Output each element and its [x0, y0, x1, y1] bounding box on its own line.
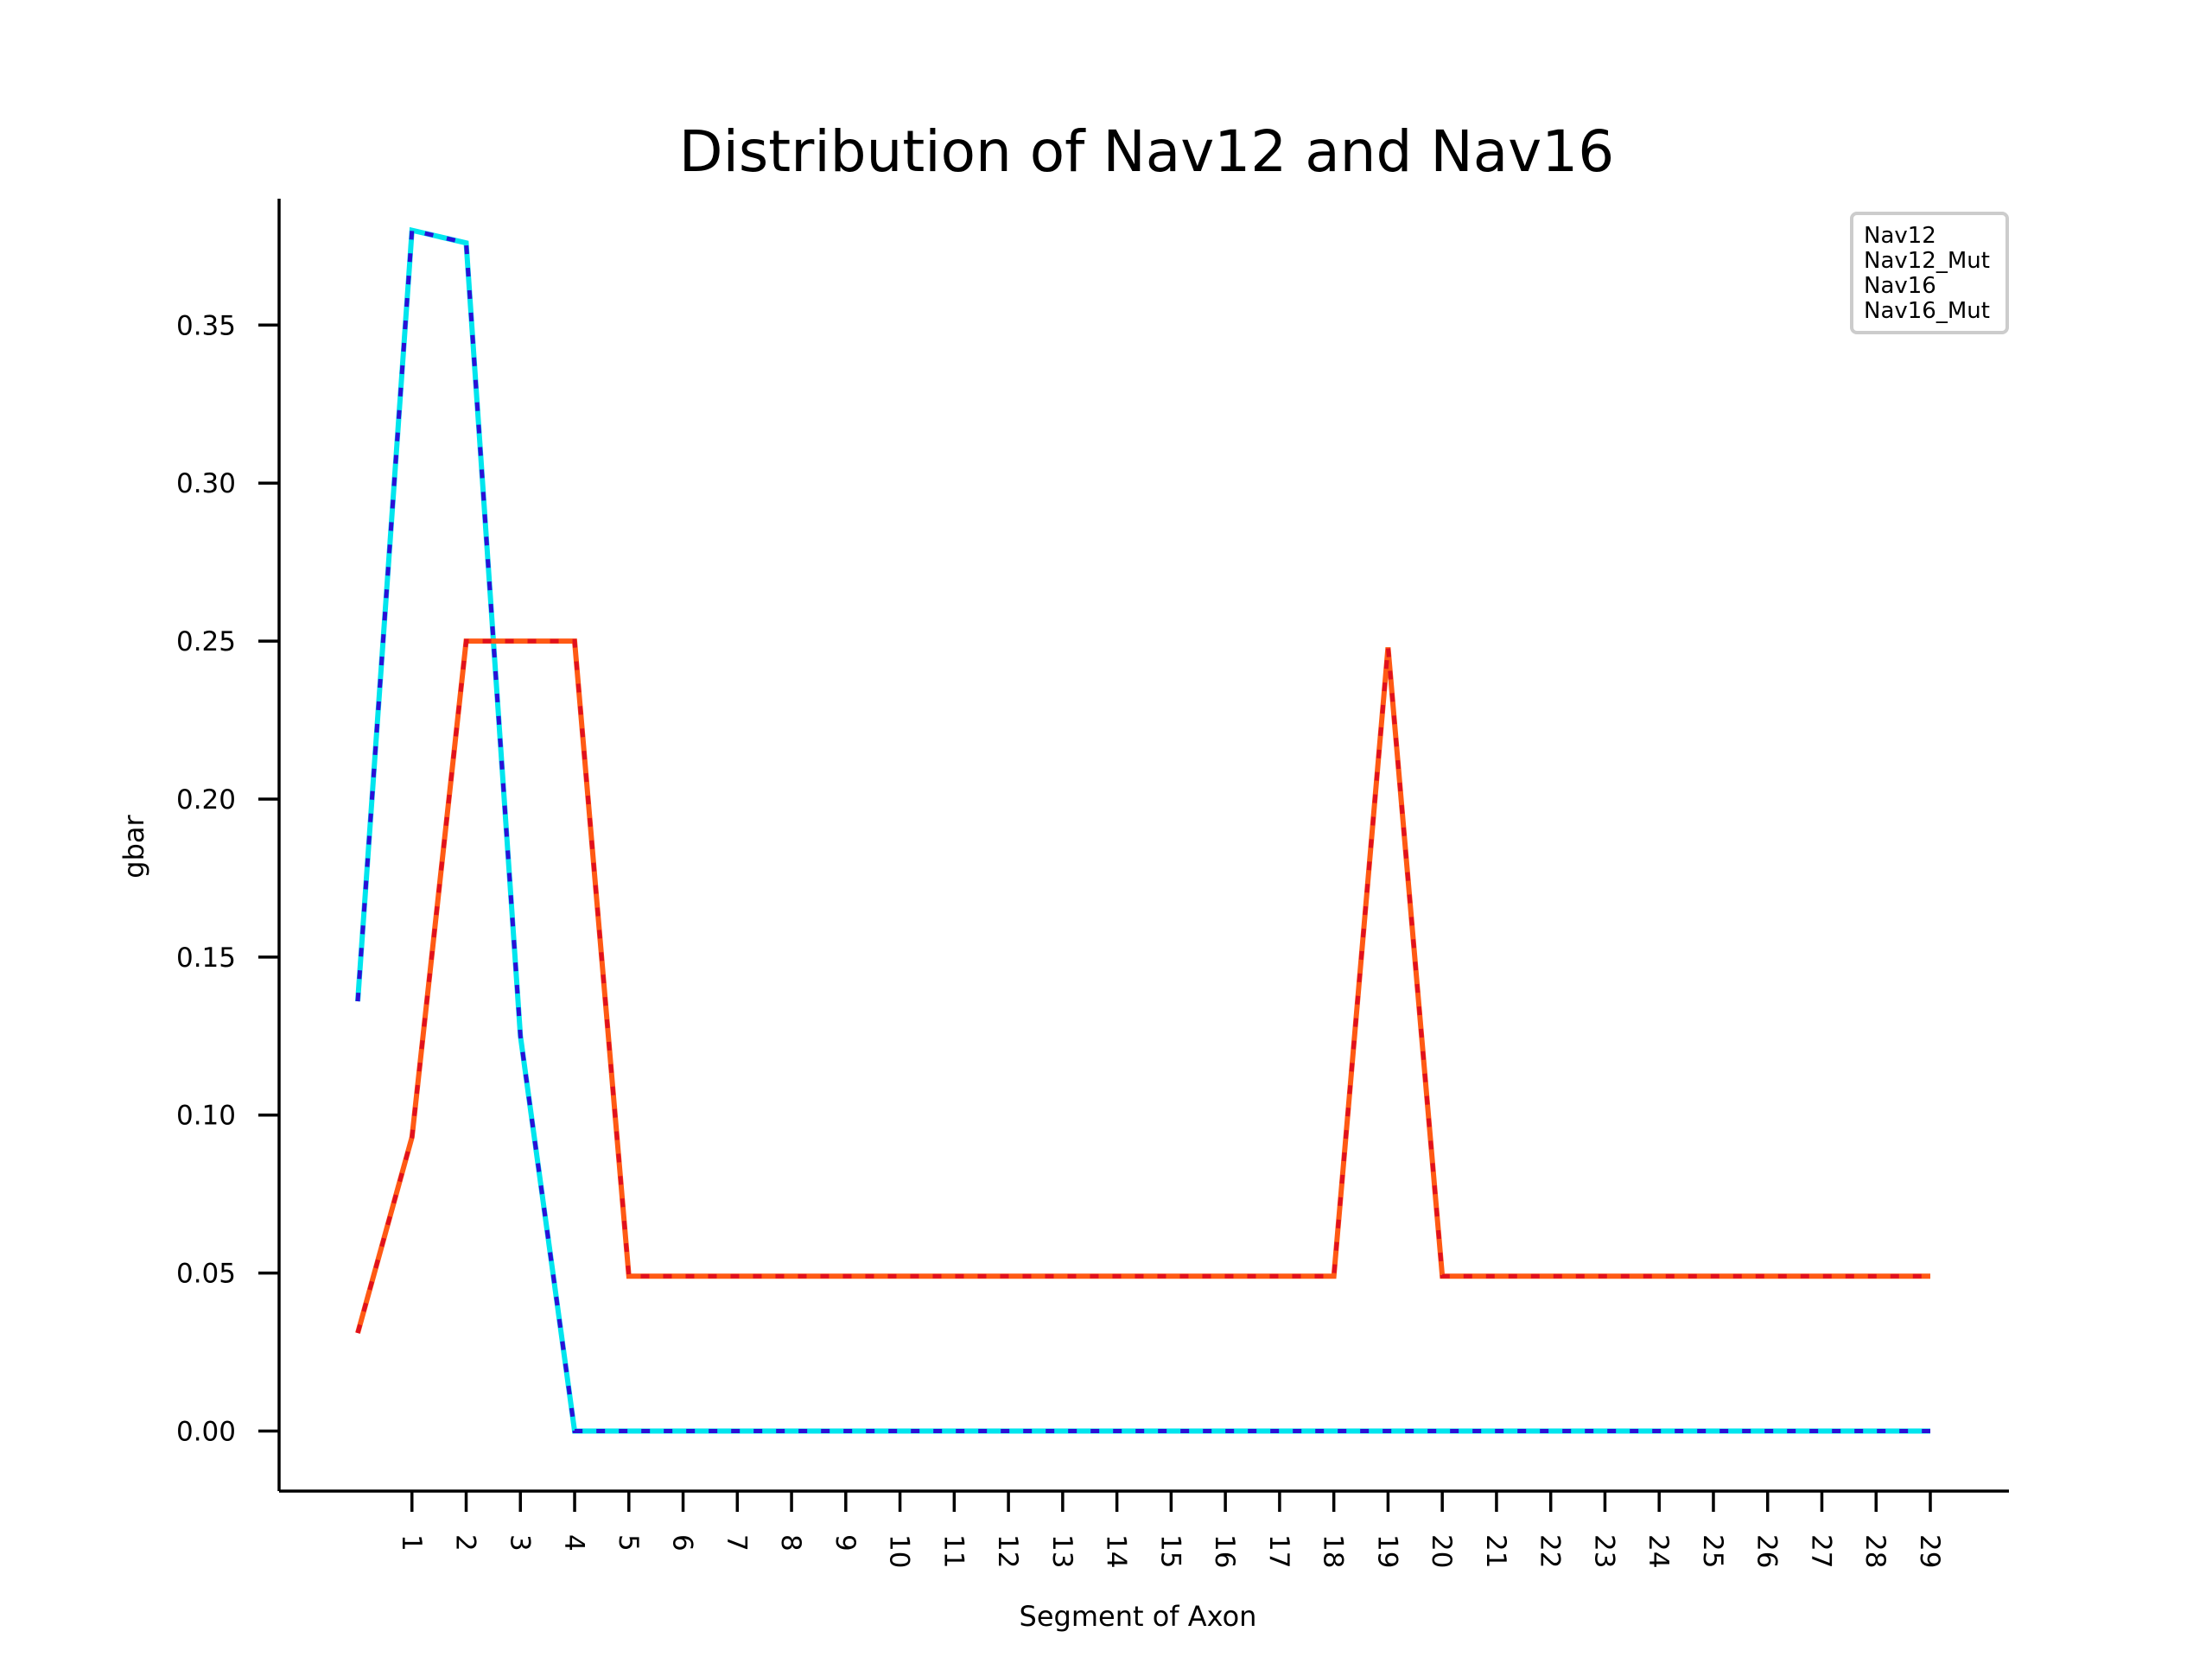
x-tick-label: 3: [504, 1534, 535, 1552]
chart-title: Distribution of Nav12 and Nav16: [679, 118, 1614, 185]
x-tick-label: 24: [1643, 1534, 1674, 1568]
y-tick-label: 0.25: [176, 626, 236, 657]
x-tick-label: 25: [1697, 1534, 1728, 1568]
series-line-nav16-mut: [355, 638, 1930, 1334]
legend-entry: Nav12_Mut: [1864, 248, 1990, 274]
x-tick-label: 17: [1263, 1534, 1294, 1568]
x-tick-label: 5: [613, 1534, 644, 1552]
y-axis-label: gbar: [118, 814, 150, 878]
x-tick-label: 16: [1209, 1534, 1240, 1568]
x-tick-label: 27: [1805, 1534, 1836, 1568]
y-tick-label: 0.10: [176, 1101, 236, 1132]
y-tick-label: 0.15: [176, 943, 236, 974]
legend-entry: Nav12: [1864, 223, 1936, 249]
x-tick-label: 15: [1154, 1534, 1185, 1568]
series-layer: [355, 226, 1930, 1434]
x-tick-label: 29: [1914, 1534, 1945, 1568]
x-tick-label: 22: [1535, 1534, 1566, 1568]
x-tick-label: 7: [721, 1534, 752, 1552]
y-tick-label: 0.35: [176, 310, 236, 341]
x-axis-label: Segment of Axon: [1020, 1600, 1257, 1633]
x-tick-label: 21: [1480, 1534, 1511, 1568]
x-tick-label: 11: [938, 1534, 969, 1568]
x-tick-label: 18: [1318, 1534, 1349, 1568]
x-tick-label: 1: [396, 1534, 427, 1552]
x-tick-label: 12: [992, 1534, 1023, 1568]
y-tick-label: 0.00: [176, 1417, 236, 1448]
legend-box: [1850, 212, 2009, 334]
legend-entry: Nav16_Mut: [1864, 298, 1990, 324]
x-tick-label: 6: [667, 1534, 698, 1552]
x-tick-label: 4: [558, 1534, 589, 1552]
x-tick-label: 19: [1371, 1534, 1402, 1568]
x-tick-label: 8: [775, 1534, 806, 1552]
series-line-nav16: [355, 638, 1930, 1334]
x-tick-label: 13: [1046, 1534, 1077, 1568]
x-tick-label: 20: [1426, 1534, 1457, 1568]
axes: 0.000.050.100.150.200.250.300.351 2 3 4 5 6 7 8…: [176, 199, 2009, 1568]
x-tick-label: 9: [830, 1534, 861, 1552]
x-tick-label: 2: [450, 1534, 481, 1552]
x-tick-label: 26: [1751, 1534, 1783, 1568]
x-tick-label: 23: [1588, 1534, 1619, 1568]
y-tick-label: 0.05: [176, 1259, 236, 1290]
series-line-nav12-mut: [355, 227, 1930, 1433]
y-tick-label: 0.30: [176, 468, 236, 499]
y-tick-label: 0.20: [176, 784, 236, 816]
legend-entry: Nav16: [1864, 273, 1936, 299]
series-line-nav12: [355, 226, 1930, 1434]
x-tick-label: 10: [884, 1534, 915, 1568]
x-tick-label: 14: [1101, 1534, 1132, 1568]
x-tick-label: 28: [1859, 1534, 1891, 1568]
